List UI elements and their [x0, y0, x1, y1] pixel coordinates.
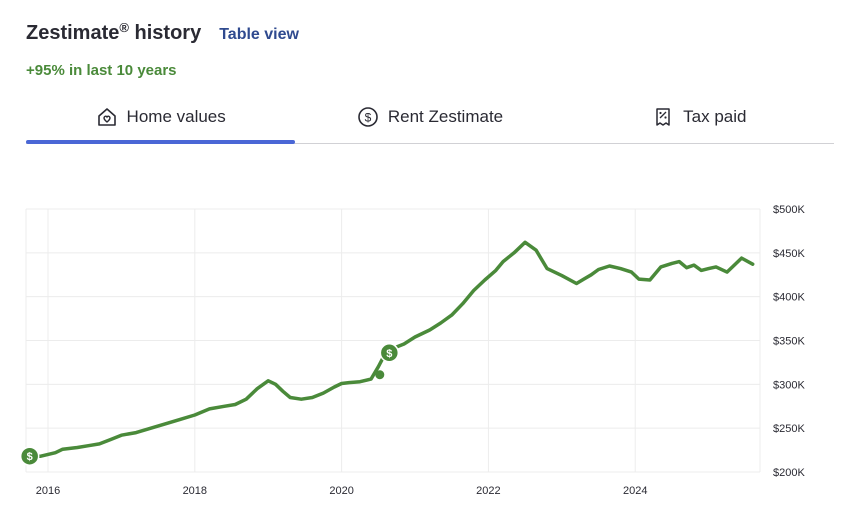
x-tick-label: 2022 [476, 485, 500, 497]
x-tick-label: 2024 [623, 485, 647, 497]
change-summary: +95% in last 10 years [26, 62, 177, 79]
chart-axis-labels: $200K $250K $300K $350K $400K $450K $500K 2016 2… [36, 204, 806, 497]
y-tick-label: $400K [773, 292, 805, 304]
series-line-0 [27, 240, 755, 458]
tab-tax-paid[interactable]: Tax paid [565, 94, 834, 140]
x-tick-label: 2016 [36, 485, 60, 497]
tab-tax-paid-label: Tax paid [683, 107, 747, 126]
dollar-circle-icon: $ [357, 106, 379, 128]
dollar-icon: $ [386, 348, 392, 360]
y-tick-label: $500K [773, 204, 805, 216]
x-tick-label: 2018 [183, 485, 207, 497]
chart-series [27, 240, 755, 458]
y-tick-label: $450K [773, 248, 805, 260]
tab-rent-zestimate[interactable]: $ Rent Zestimate [295, 94, 564, 140]
chart-events: $$ [19, 343, 400, 466]
tab-home-values[interactable]: Home values [26, 94, 296, 144]
sale-marker-circle [19, 446, 40, 466]
y-tick-label: $250K [773, 423, 805, 435]
tab-home-values-label: Home values [126, 107, 226, 126]
home-heart-icon [96, 106, 118, 128]
zestimate-chart: $$ $200K$250K$300K$350K$400K$450K$500K20… [19, 204, 806, 497]
sale-marker-circle [379, 343, 400, 363]
tax-document-icon [652, 106, 674, 128]
y-tick-label: $300K [773, 379, 805, 391]
sale-marker[interactable]: $ [19, 446, 40, 466]
svg-text:$: $ [365, 111, 372, 125]
sale-marker[interactable]: $ [379, 343, 400, 363]
y-tick-label: $350K [773, 336, 805, 348]
title-row: Zestimate® history Table view [26, 20, 299, 45]
chart-tabs: Home values $ Rent Zestimate Tax paid [26, 94, 834, 144]
event-dot[interactable] [375, 370, 385, 380]
y-tick-label: $200K [773, 467, 805, 479]
page-title: Zestimate® history [26, 20, 202, 44]
tab-rent-zestimate-label: Rent Zestimate [387, 107, 504, 126]
table-view-link[interactable]: Table view [219, 26, 299, 43]
dollar-icon: $ [27, 451, 33, 463]
x-tick-label: 2020 [329, 485, 353, 497]
